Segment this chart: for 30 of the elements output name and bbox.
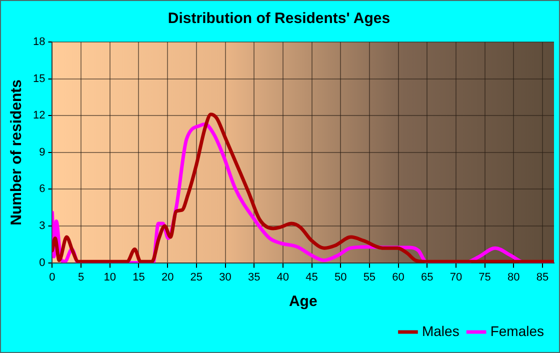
x-tick-label: 0 [49, 271, 56, 284]
x-tick-label: 80 [508, 271, 520, 284]
y-tick-label: 0 [39, 256, 46, 269]
chart-title: Distribution of Residents' Ages [168, 10, 390, 28]
x-tick-label: 10 [104, 271, 116, 284]
y-tick-label: 18 [32, 36, 46, 48]
y-tick-label: 15 [32, 72, 46, 85]
x-tick-label: 55 [363, 271, 376, 284]
x-tick-label: 25 [190, 271, 203, 284]
x-tick-label: 5 [78, 271, 84, 284]
x-tick-label: 70 [450, 271, 462, 284]
y-tick-label: 12 [32, 110, 46, 122]
x-tick-label: 60 [392, 271, 404, 284]
x-tick-label: 20 [161, 271, 174, 284]
x-tick-label: 40 [276, 271, 290, 284]
legend-label: Males [422, 322, 460, 339]
x-tick-label: 45 [306, 271, 318, 284]
x-axis-title: Age [288, 293, 318, 310]
x-tick-label: 30 [219, 271, 232, 284]
x-tick-label: 65 [420, 271, 434, 284]
y-axis-title: Number of residents [8, 79, 26, 226]
y-tick-label: 9 [39, 146, 46, 158]
legend-label: Females [490, 322, 544, 339]
y-tick-label: 3 [39, 220, 46, 232]
x-tick-label: 50 [334, 271, 347, 284]
x-tick-label: 15 [132, 271, 145, 284]
x-tick-label: 35 [248, 271, 260, 284]
x-tick-label: 75 [478, 271, 491, 284]
x-tick-label: 85 [536, 271, 549, 284]
y-tick-label: 6 [39, 183, 46, 196]
